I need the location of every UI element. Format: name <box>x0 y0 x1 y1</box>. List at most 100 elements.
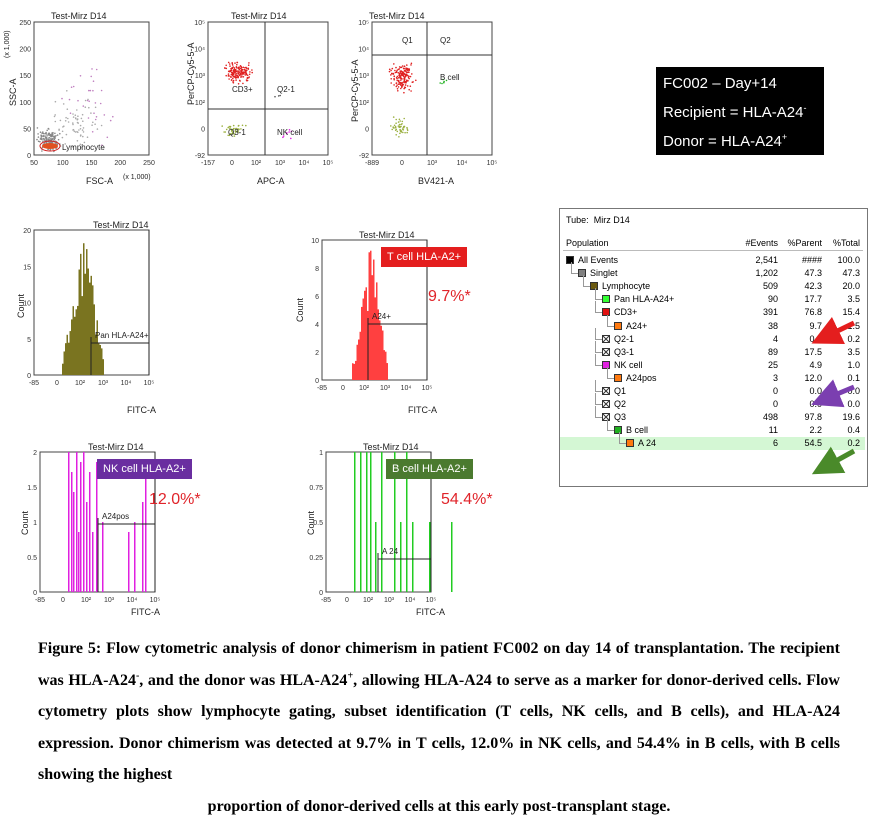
x-tick-label: 0 <box>400 160 404 167</box>
x-tick-label: 10⁵ <box>144 380 155 387</box>
x-tick-label: 50 <box>30 160 38 167</box>
histogram-bar <box>370 452 372 592</box>
histogram-bar <box>93 304 95 375</box>
histogram-bar <box>145 462 147 592</box>
x-tick-label: 10⁴ <box>121 380 132 387</box>
population-total: 20.0 <box>842 281 860 292</box>
y-tick-label: 0 <box>201 126 205 133</box>
hierarchy-row[interactable]: Pan HLA-A24+ 90 17.7 3.5 <box>560 288 865 306</box>
population-parent: 4.9 <box>809 359 822 370</box>
population-color-swatch <box>602 334 610 343</box>
histogram-bar <box>69 331 71 375</box>
x-tick-label: 0 <box>345 597 349 604</box>
arrow-nk-cell <box>811 379 855 408</box>
histogram-bar <box>83 243 85 375</box>
population-color-swatch <box>602 360 610 369</box>
population-events: 6 <box>772 438 778 449</box>
histogram-bar <box>360 452 362 592</box>
xlabel-scatter3: BV421-A <box>418 176 455 186</box>
x-tick-label: 100 <box>57 160 69 167</box>
x-tick-label: 10⁵ <box>150 597 161 604</box>
x-tick-label: 10³ <box>384 597 395 604</box>
population-color-swatch <box>602 308 610 317</box>
population-total: 1.0 <box>847 359 860 370</box>
population-events: 509 <box>762 281 778 292</box>
population-name: Q2-1 <box>614 333 635 344</box>
population-total: 47.3 <box>842 268 860 279</box>
histogram-bar <box>102 522 104 592</box>
hierarchy-row[interactable]: CD3+ 391 76.8 15.4 <box>560 301 865 319</box>
histogram-bar <box>374 297 376 380</box>
histogram-bar <box>65 343 67 375</box>
x-tick-label: -85 <box>321 597 331 604</box>
pct-t-cell: 9.7%* <box>428 288 471 305</box>
ylabel-hist-nk: Count <box>20 510 30 535</box>
population-parent: 76.8 <box>804 307 822 318</box>
population-parent: 54.5 <box>804 438 822 449</box>
xlabel-hist-b: FITC-A <box>416 607 445 617</box>
population-total: 3.5 <box>847 294 860 305</box>
x-tick-label: 10⁵ <box>422 385 433 392</box>
y-tick-label: 15 <box>23 264 31 271</box>
histogram-bar <box>81 296 83 375</box>
y-tick-label: 0 <box>315 378 319 385</box>
hierarchy-row[interactable]: NK cell 25 4.9 1.0 <box>560 353 865 372</box>
info-line-recipient: Recipient = HLA-A24- <box>663 103 807 121</box>
hierarchy-row[interactable]: Lymphocyte 509 42.3 20.0 <box>560 275 865 293</box>
ylabel-hist-t: Count <box>295 297 305 322</box>
y-tick-label: 2 <box>315 350 319 357</box>
x-tick-label: 0 <box>230 160 234 167</box>
y-tick-label: 10² <box>359 100 370 107</box>
y-tick-label: 6 <box>315 294 319 301</box>
y-tick-label: 150 <box>19 73 31 80</box>
histogram-bar <box>92 532 94 592</box>
y-tick-label: -92 <box>359 153 369 160</box>
header-population: Population <box>566 238 609 248</box>
hierarchy-row[interactable]: All Events 2,541 #### 100.0 <box>560 254 865 267</box>
population-events: 0 <box>772 399 778 410</box>
population-total: 0.2 <box>847 438 860 449</box>
patient-info-box: FC002 – Day+14 Recipient = HLA-A24- Dono… <box>656 67 824 155</box>
histogram-bar <box>134 522 136 592</box>
population-total: 0.0 <box>847 386 860 396</box>
histogram-bar <box>379 320 381 380</box>
x-tick-label: 10² <box>75 380 86 387</box>
hierarchy-row[interactable]: Q3 498 97.8 19.6 <box>560 406 865 424</box>
population-name: Q3-1 <box>614 346 635 357</box>
population-color-swatch <box>602 413 610 422</box>
x-tick-label: 10² <box>363 597 374 604</box>
plot-title-scatter3: Test-Mirz D14 <box>369 11 425 21</box>
histogram-bar <box>370 250 372 380</box>
yunit-scatter1: (x 1,000) <box>4 30 11 58</box>
y-tick-label: 5 <box>27 337 31 344</box>
hierarchy-row[interactable]: Singlet 1,202 47.3 47.3 <box>560 262 865 280</box>
histogram-bar <box>385 351 387 380</box>
header-events: #Events <box>745 238 778 248</box>
x-tick-label: -889 <box>365 160 379 167</box>
population-total: 0.1 <box>847 372 860 383</box>
histogram-bar <box>362 298 364 380</box>
quadrant-q2: Q2 <box>440 36 451 45</box>
hierarchy-row[interactable]: A24pos 3 12.0 0.1 <box>560 366 865 385</box>
histogram-bar <box>381 452 383 592</box>
histogram-bar <box>68 452 70 592</box>
histogram-bar <box>383 350 385 380</box>
y-tick-label: 4 <box>315 322 319 329</box>
histogram-bar <box>92 285 94 375</box>
hierarchy-row[interactable]: B cell 11 2.2 0.4 <box>560 419 865 437</box>
hierarchy-row[interactable]: Q3-1 89 17.5 3.5 <box>560 340 865 359</box>
population-name: CD3+ <box>614 307 638 318</box>
y-tick-label: -92 <box>195 153 205 160</box>
population-parent: #### <box>801 255 822 265</box>
population-color-swatch <box>602 387 610 395</box>
population-name: Lymphocyte <box>602 281 651 292</box>
x-tick-label: -85 <box>29 380 39 387</box>
histogram-bar <box>358 339 360 380</box>
histogram-bar <box>355 360 357 380</box>
histogram-bar <box>71 472 73 592</box>
histogram-bar <box>371 275 373 380</box>
hierarchy-row[interactable]: A 24 6 54.5 0.2 <box>560 432 865 451</box>
histogram-bar <box>73 492 75 592</box>
histogram-bar <box>80 253 82 375</box>
y-tick-label: 20 <box>23 228 31 235</box>
